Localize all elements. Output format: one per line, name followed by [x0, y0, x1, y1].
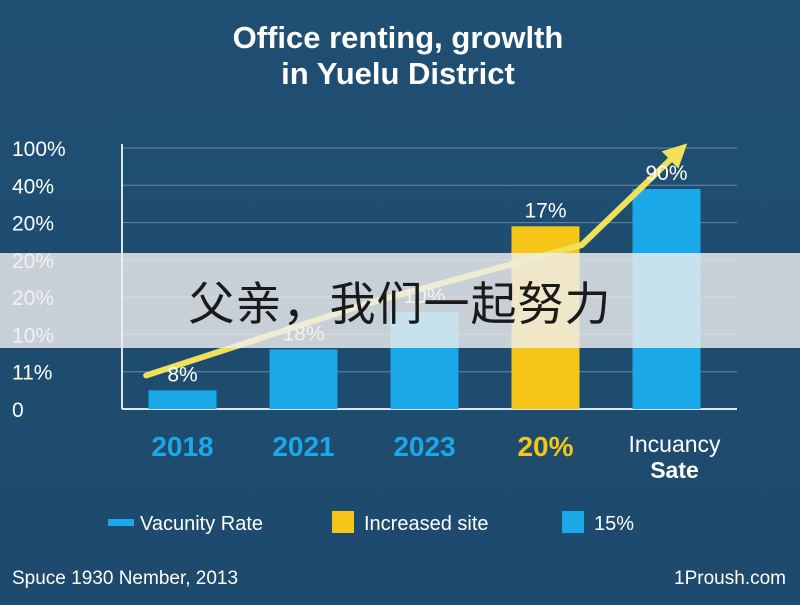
bar — [148, 390, 217, 409]
x-tick-label: 2018 — [151, 431, 213, 462]
chart-title-line2: in Yuelu District — [281, 56, 515, 91]
legend-label: Vacunity Rate — [140, 513, 263, 535]
x-tick-label: Sate — [650, 457, 699, 483]
y-tick-label: 40% — [12, 175, 54, 198]
footer-site: 1Proush.com — [674, 568, 786, 589]
y-tick-label: 0 — [12, 399, 24, 422]
bar-label: 17% — [524, 199, 566, 222]
bar-label: 90% — [645, 162, 687, 185]
x-tick-label: Incuancy — [628, 431, 721, 457]
footer-source: Spuce 1930 Nember, 2013 — [12, 568, 238, 589]
legend: Vacunity Rate Increased site 15% — [108, 511, 634, 535]
caption-overlay-band — [0, 253, 800, 348]
bar-label: 8% — [167, 363, 197, 386]
legend-marker — [562, 511, 584, 533]
y-tick-label: 11% — [12, 362, 52, 385]
legend-marker — [108, 519, 134, 526]
legend-marker — [332, 511, 354, 533]
caption-overlay-text: 父亲，我们一起努力 — [188, 276, 612, 331]
y-tick-label: 100% — [12, 138, 66, 161]
chart-title-line1: Office renting, growlth — [233, 20, 564, 55]
x-tick-label: 20% — [517, 431, 573, 462]
legend-label: Increased site — [364, 513, 489, 535]
y-tick-label: 20% — [12, 213, 54, 236]
bar — [269, 349, 338, 409]
legend-label: 15% — [594, 513, 634, 535]
x-tick-label: 2021 — [272, 431, 334, 462]
x-tick-label: 2023 — [393, 431, 455, 462]
